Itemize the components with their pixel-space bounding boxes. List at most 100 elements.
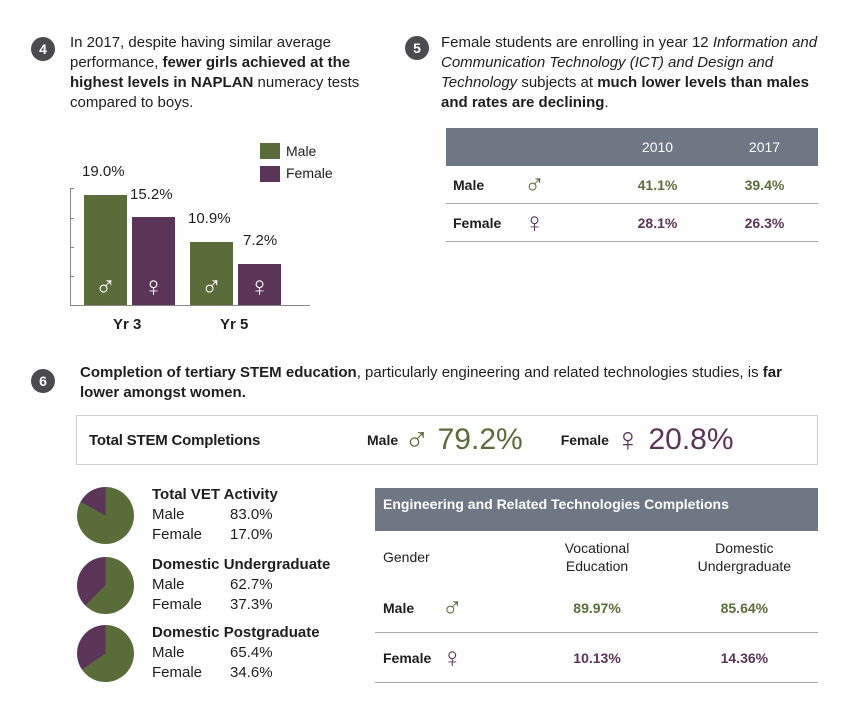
legend-female-swatch (260, 166, 280, 182)
stem-female-value: 20.8% (648, 423, 734, 456)
stem-box-title: Total STEM Completions (89, 431, 261, 449)
pie-row-male: Male 62.7% (152, 576, 273, 593)
pie-title: Total VET Activity (152, 486, 278, 503)
section-5-text-bold: much lower levels than males and rates a… (441, 74, 809, 111)
row-label: Female (383, 649, 432, 666)
legend-female-label: Female (286, 165, 333, 181)
pie-row-female: Female 34.6% (152, 664, 273, 681)
cell-value: 39.4% (744, 176, 785, 193)
row-label: Male (383, 599, 415, 616)
cell-value: 28.1% (637, 214, 678, 231)
section-5-text-part: subjects at (517, 74, 598, 91)
header-undergraduate: Domestic Undergraduate (671, 539, 818, 575)
pie-row-value: 65.4% (230, 644, 273, 661)
total-stem-completions-box: Total STEM Completions Male ♂ 79.2% Fema… (76, 415, 818, 465)
pie-undergraduate (77, 557, 134, 614)
category-label-yr5: Yr 5 (220, 316, 249, 333)
table-row-male: Male ♂ 41.1% 39.4% (446, 166, 818, 204)
stem-female-label: Female (560, 432, 609, 448)
row-label: Male (453, 176, 485, 193)
pie-row-label: Female (152, 526, 203, 543)
header-vocational: Vocational Education (523, 539, 670, 575)
bar-value-label: 7.2% (243, 232, 278, 249)
table-row-female: Female ♀ 28.1% 26.3% (446, 204, 818, 242)
table-column-headers: Gender Vocational Education Domestic Und… (375, 531, 818, 583)
header-2017: 2017 (748, 139, 781, 155)
pie-postgraduate (77, 625, 134, 682)
male-icon: ♂ (201, 271, 222, 302)
section-4-text: In 2017, despite having similar average … (70, 33, 380, 113)
pie-row-male: Male 65.4% (152, 644, 273, 661)
section-4-text-part: In 2017, despite having similar average … (70, 34, 331, 71)
pie-row-value: 83.0% (230, 506, 273, 523)
section-5-badge: 5 (405, 36, 429, 60)
stem-male-value: 79.2% (437, 423, 523, 456)
pie-row-female: Female 37.3% (152, 596, 273, 613)
ict-enrolment-table: 2010 2017 Male ♂ 41.1% 39.4% Female ♀ 28… (446, 128, 818, 242)
engineering-completions-table: Engineering and Related Technologies Com… (375, 488, 818, 683)
male-icon: ♂ (404, 421, 430, 459)
pie-title: Domestic Undergraduate (152, 556, 331, 573)
section-4-badge: 4 (31, 37, 55, 61)
header-line: Vocational (564, 540, 630, 556)
section-5-text-part: . (604, 94, 609, 111)
pie-title: Domestic Postgraduate (152, 624, 320, 641)
pie-vet (77, 487, 134, 544)
cell-value: 26.3% (744, 214, 785, 231)
y-tick (70, 218, 74, 219)
legend-male-label: Male (286, 143, 317, 159)
female-icon: ♀ (143, 271, 164, 302)
section-6-text-bold: far lower amongst women. (80, 364, 782, 401)
bar-yr5-male: ♂ (190, 242, 233, 305)
section-6-text-bold: Completion of tertiary STEM education (80, 364, 357, 381)
section-4-text-bold: fewer girls achieved at the highest leve… (70, 54, 351, 91)
pie-row-label: Male (152, 576, 185, 593)
pie-row-value: 37.3% (230, 596, 273, 613)
section-5-text-part: Female students are enrolling in year 12 (441, 34, 713, 51)
stem-male-label: Male (367, 432, 399, 448)
table-header: 2010 2017 (446, 128, 818, 166)
table-title: Engineering and Related Technologies Com… (375, 488, 818, 531)
table-row-male: Male ♂ 89.97% 85.64% (375, 583, 818, 633)
y-tick (70, 188, 74, 189)
female-icon: ♀ (441, 641, 463, 673)
male-icon: ♂ (441, 591, 463, 623)
y-axis (70, 188, 71, 305)
category-label-yr3: Yr 3 (113, 316, 142, 333)
header-line: Undergraduate (697, 558, 792, 574)
male-icon: ♂ (95, 271, 116, 302)
x-axis (70, 305, 310, 306)
header-line: Domestic (715, 540, 774, 556)
header-line: Education (565, 558, 629, 574)
y-tick (70, 276, 74, 277)
bar-value-label: 10.9% (188, 210, 231, 227)
pie-row-label: Female (152, 664, 203, 681)
bar-yr3-female: ♀ (132, 217, 175, 305)
section-6-text: Completion of tertiary STEM education, p… (80, 363, 800, 403)
bar-value-label: 15.2% (130, 186, 173, 203)
cell-value: 41.1% (637, 176, 678, 193)
cell-value: 10.13% (573, 649, 621, 666)
male-icon: ♂ (524, 168, 545, 200)
bar-yr5-female: ♀ (238, 264, 281, 305)
section-6-text-part: , particularly engineering and related t… (356, 364, 763, 381)
pie-row-value: 17.0% (230, 526, 273, 543)
section-6-badge: 6 (31, 369, 55, 393)
pie-row-label: Female (152, 596, 203, 613)
female-icon: ♀ (614, 421, 641, 459)
y-tick (70, 247, 74, 248)
pie-row-value: 62.7% (230, 576, 273, 593)
female-icon: ♀ (249, 271, 270, 302)
cell-value: 89.97% (573, 599, 621, 616)
cell-value: 14.36% (720, 649, 769, 666)
section-5-text-italic: Information and Communication Technology… (441, 34, 818, 91)
section-5-text: Female students are enrolling in year 12… (441, 33, 826, 113)
header-gender: Gender (383, 549, 430, 565)
female-icon: ♀ (524, 206, 545, 238)
section-4-text-part: numeracy tests compared to boys. (70, 74, 360, 111)
header-2010: 2010 (641, 139, 674, 155)
pie-row-value: 34.6% (230, 664, 273, 681)
row-label: Female (453, 214, 502, 231)
pie-row-female: Female 17.0% (152, 526, 273, 543)
legend-male-swatch (260, 143, 280, 159)
